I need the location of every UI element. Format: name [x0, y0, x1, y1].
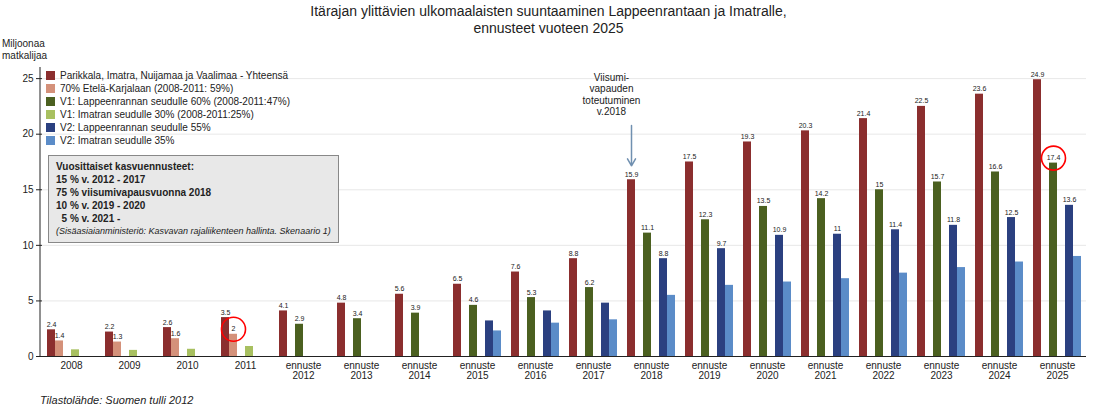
svg-text:ennuste2022: ennuste2022	[866, 359, 902, 380]
svg-text:5.6: 5.6	[395, 285, 405, 292]
svg-text:ennuste2019: ennuste2019	[692, 359, 728, 380]
svg-text:20: 20	[22, 128, 34, 139]
svg-text:25: 25	[22, 72, 34, 83]
svg-text:14.2: 14.2	[815, 189, 829, 196]
svg-text:21.4: 21.4	[857, 109, 871, 116]
svg-text:2009: 2009	[118, 359, 141, 370]
html-text:5 % v. 2021 -: 5 % v. 2021 -	[56, 212, 121, 224]
svg-text:13.5: 13.5	[757, 197, 771, 204]
svg-text:2010: 2010	[176, 359, 199, 370]
svg-text:ennuste2016: ennuste2016	[518, 359, 554, 380]
svg-text:1.4: 1.4	[55, 332, 65, 339]
svg-text:7.6: 7.6	[511, 263, 521, 270]
svg-text:15.9: 15.9	[625, 170, 639, 177]
html-text:Miljoonaa matkalijaa: Miljoonaa matkalijaa	[2, 37, 47, 61]
html-text:Tilastolähde: Suomen tulli 201: Tilastolähde: Suomen tulli 2012	[40, 393, 194, 406]
svg-text:8.8: 8.8	[659, 249, 669, 256]
svg-text:15.7: 15.7	[931, 173, 945, 180]
svg-text:ennuste2017: ennuste2017	[576, 359, 612, 380]
html-text:(Sisäasiaianministeriö: Kasvav: (Sisäasiaianministeriö: Kasvavan rajalii…	[56, 225, 331, 236]
svg-text:2.4: 2.4	[47, 320, 57, 327]
svg-text:ennuste2018: ennuste2018	[634, 359, 670, 380]
svg-text:ennuste2023: ennuste2023	[924, 359, 960, 380]
svg-text:2.9: 2.9	[295, 315, 305, 322]
html-text:Vuosittaiset kasvuennusteet:: Vuosittaiset kasvuennusteet:	[56, 160, 194, 172]
svg-text:12.3: 12.3	[699, 210, 713, 217]
svg-text:ennuste2025: ennuste2025	[1040, 359, 1076, 380]
html-text:75 % viisumivapausvuonna 2018: 75 % viisumivapausvuonna 2018	[56, 186, 212, 198]
svg-text:11: 11	[834, 225, 841, 232]
svg-text:8.8: 8.8	[569, 249, 579, 256]
svg-text:Viisumi-vapaudentoteutuminenv.: Viisumi-vapaudentoteutuminenv.2018	[583, 71, 641, 117]
html-text:70% Etelä-Karjalaan (2008-2011: 70% Etelä-Karjalaan (2008-2011: 59%)	[60, 82, 234, 94]
svg-text:11.4: 11.4	[889, 220, 902, 227]
svg-text:2008: 2008	[60, 359, 83, 370]
svg-text:11.1: 11.1	[641, 224, 654, 231]
svg-text:3.5: 3.5	[221, 308, 231, 315]
html-text:V2: Imatran seudulle 35%: V2: Imatran seudulle 35%	[60, 134, 175, 146]
svg-text:17.5: 17.5	[683, 153, 697, 160]
svg-text:ennuste2012: ennuste2012	[286, 359, 322, 380]
svg-text:1.3: 1.3	[113, 333, 123, 340]
html-text:15 % v. 2012 - 2017: 15 % v. 2012 - 2017	[56, 173, 146, 185]
svg-text:5.3: 5.3	[527, 288, 537, 295]
svg-text:2011: 2011	[235, 359, 257, 370]
svg-text:10: 10	[22, 239, 34, 250]
svg-text:9.7: 9.7	[717, 239, 727, 246]
svg-text:22.5: 22.5	[915, 97, 929, 104]
svg-text:0: 0	[28, 350, 34, 361]
svg-text:3.9: 3.9	[411, 304, 421, 311]
svg-text:4.8: 4.8	[337, 294, 347, 301]
svg-text:11.8: 11.8	[947, 216, 960, 223]
svg-text:13.6: 13.6	[1063, 196, 1077, 203]
html-text:Parikkala, Imatra, Nuijamaa ja: Parikkala, Imatra, Nuijamaa ja Vaalimaa …	[60, 69, 289, 81]
svg-text:3.4: 3.4	[353, 309, 363, 316]
svg-text:ennuste2021: ennuste2021	[808, 359, 844, 380]
svg-text:ennuste2020: ennuste2020	[750, 359, 786, 380]
svg-text:ennuste2014: ennuste2014	[402, 359, 438, 380]
svg-text:2.6: 2.6	[163, 318, 173, 325]
svg-text:15: 15	[22, 184, 34, 195]
html-text:V1: Lappeenrannan seudulle 60%: V1: Lappeenrannan seudulle 60% (2008-201…	[60, 95, 290, 107]
html-text:V1: Imatran seudulle 30% (2008: V1: Imatran seudulle 30% (2008-2011:25%)	[60, 108, 254, 120]
svg-text:12.5: 12.5	[1005, 208, 1019, 215]
svg-text:2: 2	[232, 325, 236, 332]
svg-text:23.6: 23.6	[973, 85, 987, 92]
svg-text:ennuste2013: ennuste2013	[344, 359, 380, 380]
svg-text:15: 15	[876, 180, 884, 187]
svg-text:1.6: 1.6	[171, 329, 181, 336]
svg-text:4.1: 4.1	[279, 302, 289, 309]
svg-text:20.3: 20.3	[799, 121, 813, 128]
html-text:10 % v. 2019 - 2020: 10 % v. 2019 - 2020	[56, 199, 146, 211]
html-text:V2: Lappeenrannan seudulle 55%: V2: Lappeenrannan seudulle 55%	[60, 121, 211, 133]
svg-text:ennuste2024: ennuste2024	[982, 359, 1018, 380]
svg-text:ennuste2015: ennuste2015	[460, 359, 496, 380]
svg-text:17.4: 17.4	[1047, 154, 1061, 161]
svg-text:16.6: 16.6	[989, 163, 1003, 170]
svg-text:4.6: 4.6	[469, 296, 479, 303]
svg-text:6.2: 6.2	[585, 278, 595, 285]
svg-text:2.2: 2.2	[105, 323, 115, 330]
svg-text:6.5: 6.5	[453, 275, 463, 282]
svg-text:5: 5	[28, 295, 34, 306]
svg-text:24.9: 24.9	[1031, 70, 1045, 77]
html-text:Itärajan ylittävien ulkomaalai: Itärajan ylittävien ulkomaalaisten suunt…	[310, 3, 787, 36]
svg-text:19.3: 19.3	[741, 133, 755, 140]
svg-text:10.9: 10.9	[773, 226, 787, 233]
